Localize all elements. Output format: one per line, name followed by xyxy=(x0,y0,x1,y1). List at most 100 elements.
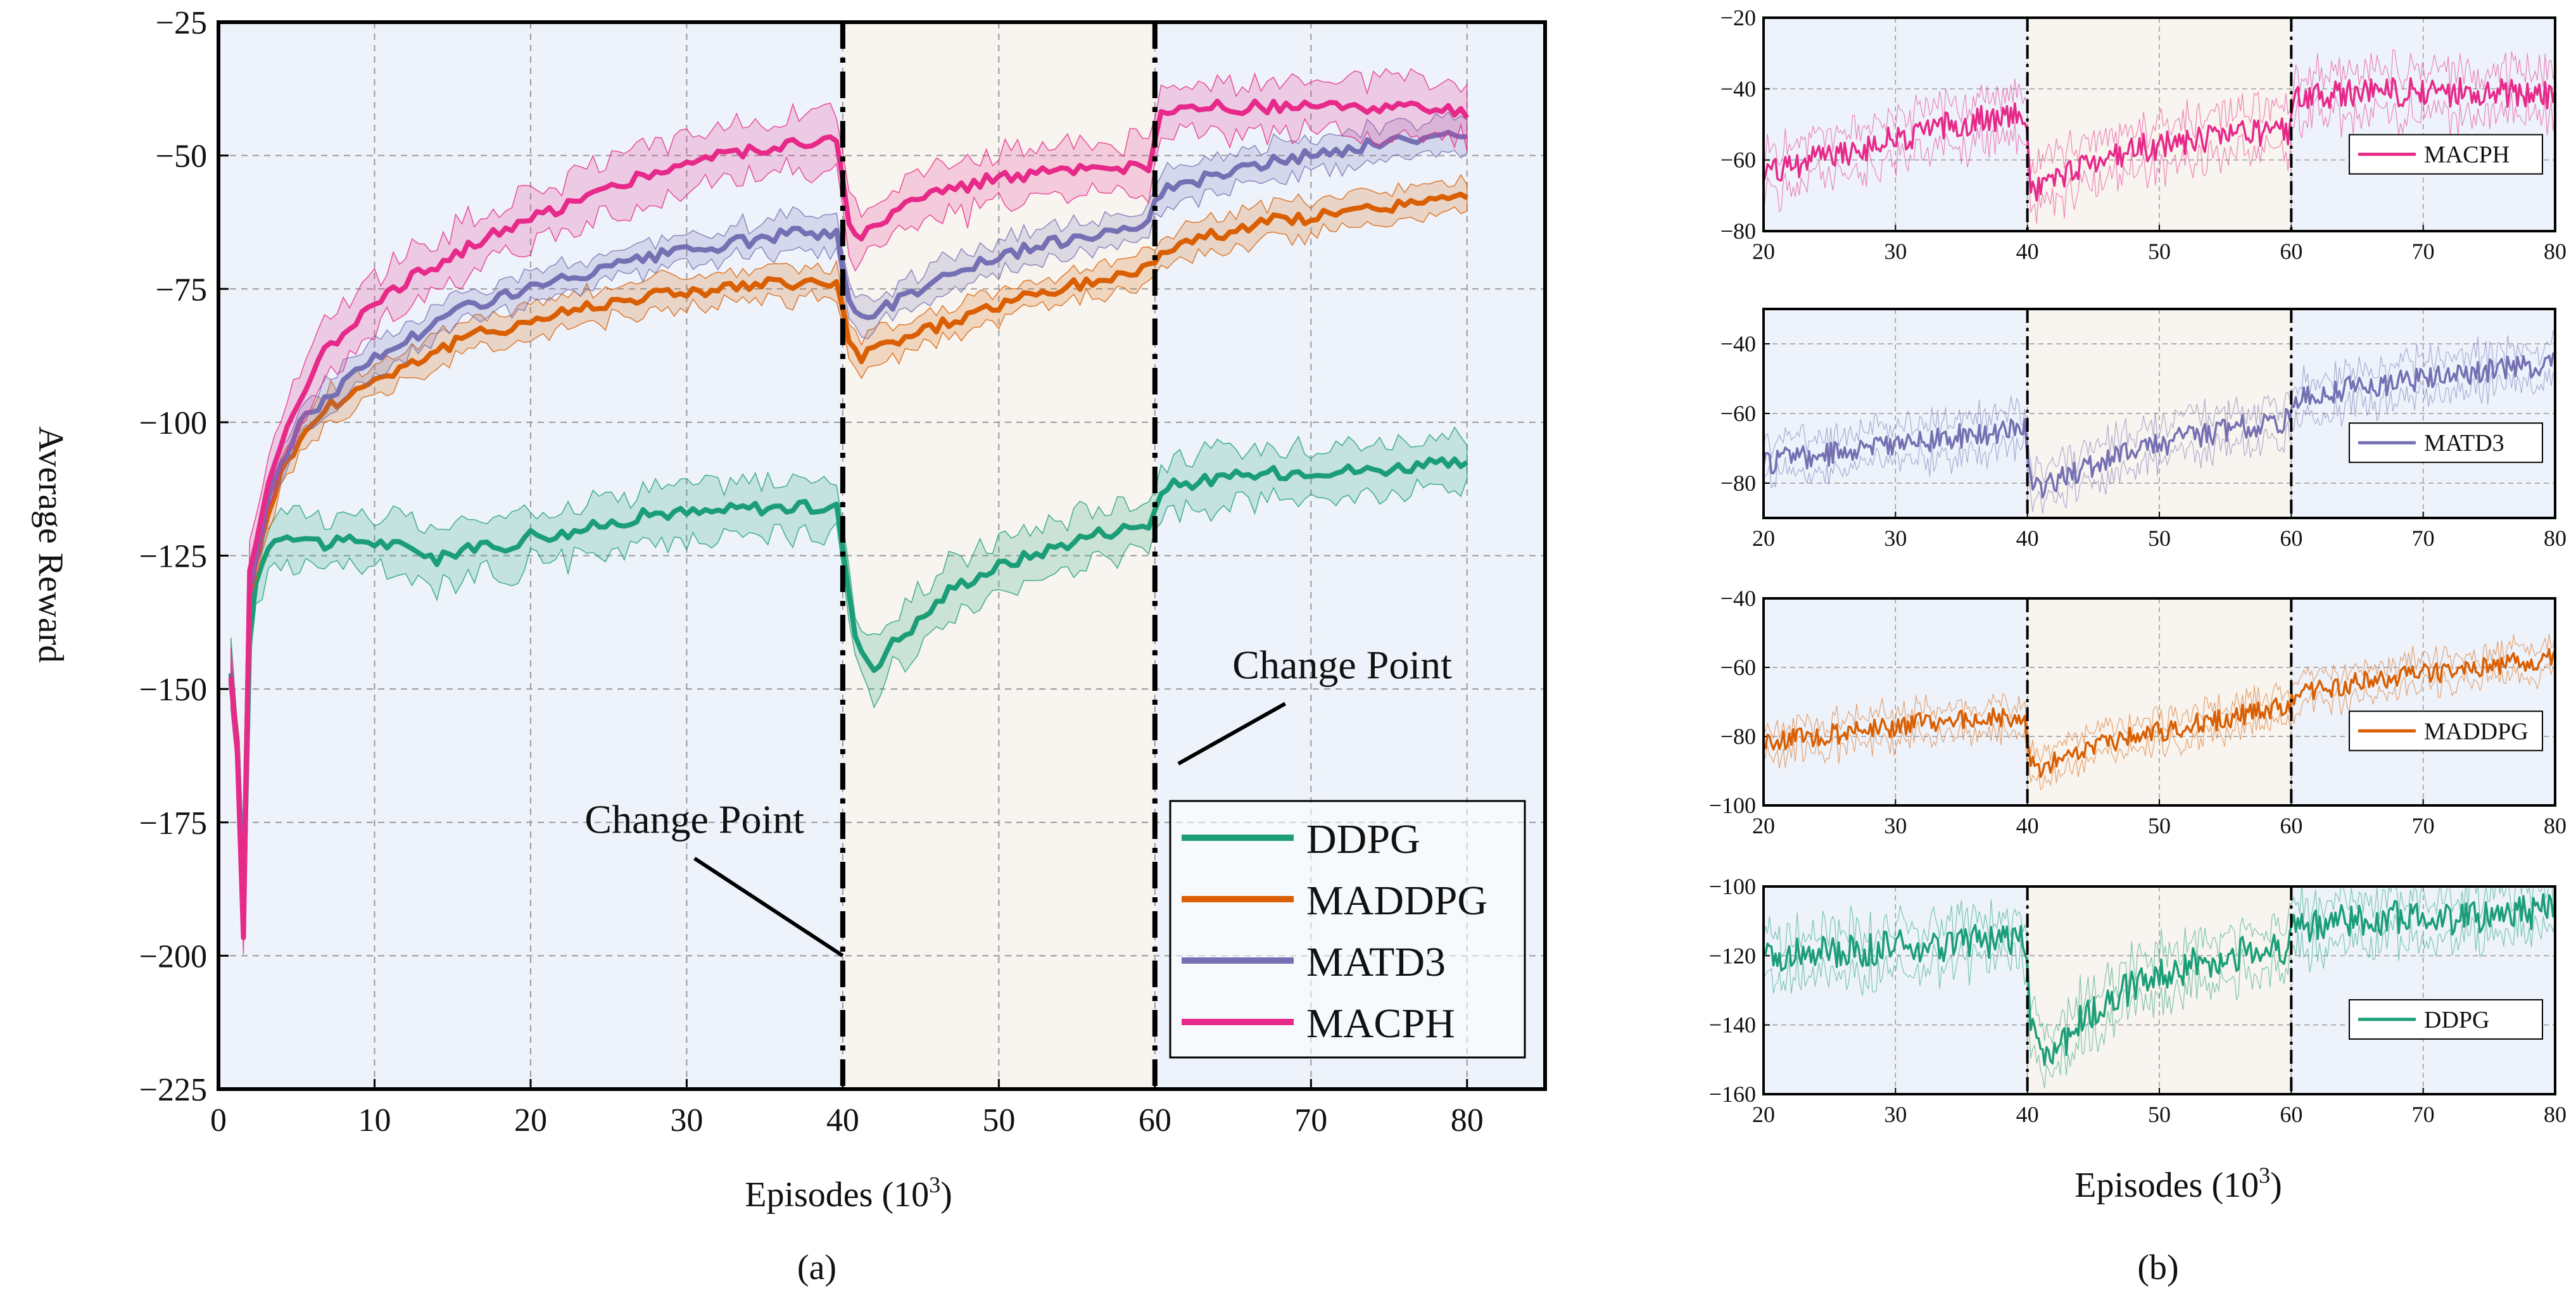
ytick-label: −225 xyxy=(139,1072,207,1108)
subplot-matd3: 20 30 40 50 60 70 80 −40 −60 −80 MATD3 xyxy=(1720,308,2567,551)
subplot-ddpg: 20 30 40 50 60 70 80 −100 −120 −140 −160 DDPG xyxy=(1709,874,2567,1127)
ytick-label: −75 xyxy=(156,272,207,308)
ytick-label: −40 xyxy=(1720,331,1756,356)
xtick-label: 70 xyxy=(2412,1102,2435,1127)
xtick-label: 30 xyxy=(1884,813,1907,838)
xtick-label: 40 xyxy=(2016,1102,2039,1127)
band-lower-matd3 xyxy=(1764,368,2555,514)
xtick-label: 60 xyxy=(2280,813,2302,838)
xtick-label: 80 xyxy=(2544,813,2567,838)
ytick-label: −25 xyxy=(156,5,207,41)
panel-b-charts: 20 30 40 50 60 70 80 −20 −40 −60 −80 MACPH 20 30 40 50 6… xyxy=(1709,5,2567,1127)
ytick-label: −60 xyxy=(1720,655,1756,680)
line-macph xyxy=(1764,77,2555,202)
subplot-maddpg: 20 30 40 50 60 70 80 −40 −60 −80 −100 MADDPG xyxy=(1709,586,2567,838)
xtick-label: 50 xyxy=(2148,1102,2171,1127)
xtick-label: 40 xyxy=(826,1102,859,1138)
band-upper-maddpg xyxy=(1764,631,2555,764)
xtick-label: 80 xyxy=(1451,1102,1484,1138)
xtick-label: 70 xyxy=(2412,526,2435,551)
xtick-label: 50 xyxy=(2148,813,2171,838)
xtick-label: 40 xyxy=(2016,813,2039,838)
legend-box xyxy=(1169,800,1526,1059)
ytick-label: −60 xyxy=(1720,401,1756,426)
ytick-label: −200 xyxy=(139,938,207,974)
annotation-change-point-0: Change Point xyxy=(584,797,804,842)
panel-a-xlabel-main: Episodes (10 xyxy=(745,1175,929,1214)
xtick-label: 60 xyxy=(2280,526,2302,551)
band-lower-maddpg xyxy=(1764,663,2555,790)
xtick-label: 30 xyxy=(1884,1102,1907,1127)
band-ddpg xyxy=(230,426,1468,927)
line-macph xyxy=(228,98,1470,940)
xtick-label: 80 xyxy=(2544,239,2567,264)
xtick-label: 20 xyxy=(1752,813,1775,838)
xtick-label: 70 xyxy=(2412,239,2435,264)
xtick-label: 20 xyxy=(514,1102,547,1138)
band-upper-matd3 xyxy=(1764,331,2555,483)
caption-b: (b) xyxy=(2137,1248,2178,1287)
legend-label-macph: MACPH xyxy=(1306,1000,1455,1047)
line-ddpg xyxy=(228,456,1469,911)
xtick-label: 40 xyxy=(2016,526,2039,551)
panel-b-xlabel-main: Episodes (10 xyxy=(2074,1166,2259,1205)
xtick-label: 50 xyxy=(982,1102,1015,1138)
legend-label-matd3: MATD3 xyxy=(2424,430,2504,457)
legend-label-macph: MACPH xyxy=(2424,142,2510,168)
xtick-label: 60 xyxy=(2280,1102,2302,1127)
band-lower-macph xyxy=(1764,89,2555,224)
legend-label-matd3: MATD3 xyxy=(1306,939,1446,985)
xtick-label: 60 xyxy=(2280,239,2302,264)
ytick-label: −80 xyxy=(1720,724,1756,749)
ytick-label: −120 xyxy=(1709,943,1756,968)
subplot-frame xyxy=(1762,885,2556,1095)
line-matd3 xyxy=(228,129,1468,904)
subplot-macph: 20 30 40 50 60 70 80 −20 −40 −60 −80 MACPH xyxy=(1720,5,2567,264)
xtick-label: 40 xyxy=(2016,239,2039,264)
ytick-label: −60 xyxy=(1720,148,1756,173)
ytick-label: −160 xyxy=(1709,1082,1756,1107)
ytick-label: −125 xyxy=(139,539,207,575)
band-macph xyxy=(230,68,1468,955)
xtick-label: 30 xyxy=(670,1102,703,1138)
ytick-label: −150 xyxy=(139,672,207,708)
xtick-label: 10 xyxy=(358,1102,391,1138)
xtick-label: 20 xyxy=(1752,239,1775,264)
ytick-label: −100 xyxy=(1709,874,1756,899)
xtick-label: 50 xyxy=(2148,526,2171,551)
ytick-label: −40 xyxy=(1720,586,1756,611)
ytick-label: −100 xyxy=(139,405,207,441)
panel-b-xlabel-close: ) xyxy=(2270,1166,2282,1205)
band-lower-ddpg xyxy=(1764,909,2555,1088)
legend-label-maddpg: MADDPG xyxy=(2424,718,2529,745)
xtick-label: 50 xyxy=(2148,239,2171,264)
ytick-label: −40 xyxy=(1720,76,1756,101)
legend-label-maddpg: MADDPG xyxy=(1306,878,1487,924)
panel-a-xlabel-close: ) xyxy=(940,1175,952,1214)
annotation-change-point-1: Change Point xyxy=(1232,642,1452,687)
panel-a-xlabel-sup: 3 xyxy=(929,1172,940,1197)
panel-b-xlabel: Episodes (103) xyxy=(2074,1163,2282,1205)
xtick-label: 60 xyxy=(1139,1102,1171,1138)
legend-label-ddpg: DDPG xyxy=(2424,1007,2489,1033)
xtick-label: 20 xyxy=(1752,1102,1775,1127)
ytick-label: −50 xyxy=(156,139,207,175)
xtick-label: 70 xyxy=(2412,813,2435,838)
subplot-frame xyxy=(1762,597,2556,807)
band-matd3 xyxy=(230,111,1468,912)
xtick-label: 20 xyxy=(1752,526,1775,551)
ytick-label: −100 xyxy=(1709,793,1756,818)
xtick-label: 0 xyxy=(210,1102,227,1138)
panel-a-xlabel: Episodes (103) xyxy=(745,1172,952,1214)
plot-frame xyxy=(217,20,1547,1091)
panel-b-xlabel-sup: 3 xyxy=(2259,1163,2270,1188)
annotation-pointer-0 xyxy=(693,857,844,957)
line-maddpg xyxy=(228,191,1468,911)
subplot-series-group xyxy=(1764,631,2555,790)
line-ddpg xyxy=(1764,893,2555,1066)
band-upper-macph xyxy=(1764,49,2555,176)
ytick-label: −80 xyxy=(1720,218,1756,244)
ytick-label: −80 xyxy=(1720,470,1756,496)
panel-a-chart: 0 10 20 30 40 50 60 70 80 −25 −50 −75 −100 −125 −150 −1… xyxy=(139,5,1547,1138)
